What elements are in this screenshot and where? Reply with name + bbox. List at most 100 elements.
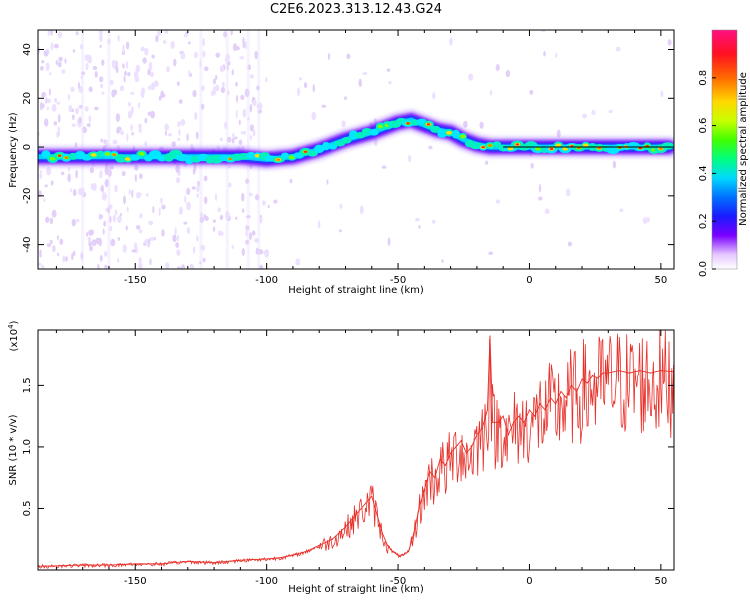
snr-point bbox=[344, 526, 347, 528]
noise-speck bbox=[166, 66, 170, 73]
noise-speck bbox=[41, 59, 45, 64]
spectrogram-ytick-label: -20 bbox=[22, 188, 33, 204]
snr-point bbox=[439, 458, 441, 460]
noise-speck bbox=[56, 235, 59, 241]
noise-speck bbox=[104, 264, 108, 269]
noise-speck bbox=[127, 102, 132, 107]
noise-speck bbox=[530, 162, 534, 169]
noise-speck bbox=[39, 172, 43, 180]
noise-speck bbox=[612, 160, 617, 169]
spectrogram-ticks: -150 -100 -50 0 50 -40 -20 0 20 40 bbox=[22, 30, 674, 286]
noise-speck bbox=[225, 53, 230, 63]
snr-point bbox=[597, 377, 599, 379]
noise-speck bbox=[199, 216, 204, 224]
noise-speck bbox=[358, 78, 362, 88]
snr-point bbox=[365, 501, 368, 503]
svg-text:(x104): (x104) bbox=[7, 320, 20, 351]
ridge-peak bbox=[64, 156, 69, 159]
noise-speck bbox=[186, 187, 191, 196]
noise-speck bbox=[72, 49, 76, 53]
ridge-blob bbox=[354, 132, 366, 139]
noise-speck bbox=[49, 217, 54, 225]
noise-speck bbox=[219, 65, 225, 73]
noise-speck bbox=[249, 232, 253, 240]
noise-speck bbox=[186, 133, 189, 142]
snr-point bbox=[428, 470, 431, 473]
noise-speck bbox=[122, 63, 125, 69]
noise-speck bbox=[92, 66, 98, 71]
colorbar-ticks: 0.0 0.2 0.4 0.6 0.8 bbox=[698, 70, 716, 277]
noise-speck bbox=[162, 39, 167, 44]
noise-speck bbox=[90, 183, 94, 190]
noise-speck bbox=[101, 192, 107, 201]
noise-speck bbox=[151, 54, 155, 59]
snr-point bbox=[471, 446, 473, 448]
snr-point bbox=[492, 421, 494, 423]
noise-speck bbox=[44, 118, 49, 127]
noise-speck bbox=[242, 108, 247, 118]
noise-speck bbox=[197, 180, 200, 187]
snr-ticks: -150 -100 -50 0 50 0.5 1.0 1.5 bbox=[22, 330, 674, 587]
noise-speck bbox=[57, 114, 61, 123]
noise-speck bbox=[43, 50, 49, 57]
noise-speck bbox=[107, 169, 112, 177]
ridge-peak bbox=[57, 154, 62, 157]
noise-speck bbox=[295, 258, 301, 266]
noise-speck bbox=[202, 257, 206, 263]
noise-speck bbox=[219, 137, 224, 142]
noise-speck bbox=[72, 188, 77, 197]
noise-speck bbox=[226, 64, 229, 71]
noise-speck bbox=[49, 239, 53, 245]
noise-speck bbox=[235, 81, 238, 87]
noise-speck bbox=[135, 191, 141, 199]
ridge-hot bbox=[90, 153, 97, 157]
noise-speck bbox=[75, 169, 78, 179]
snr-point bbox=[618, 370, 620, 372]
noise-speck bbox=[111, 59, 117, 68]
noise-speck bbox=[241, 208, 245, 213]
noise-speck bbox=[64, 256, 68, 262]
noise-speck bbox=[299, 77, 303, 81]
ridge-blob bbox=[321, 141, 331, 151]
noise-speck bbox=[192, 246, 196, 254]
spectrogram-xtick-label: -150 bbox=[124, 275, 147, 286]
noise-speck bbox=[566, 188, 571, 197]
noise-speck bbox=[82, 126, 88, 134]
noise-speck bbox=[116, 126, 122, 132]
noise-speck bbox=[144, 140, 148, 147]
noise-speck bbox=[54, 43, 59, 49]
noise-speck bbox=[130, 124, 133, 131]
noise-speck bbox=[91, 239, 97, 247]
snr-point bbox=[455, 446, 457, 448]
noise-speck bbox=[71, 123, 76, 127]
noise-speck bbox=[64, 58, 67, 64]
noise-speck bbox=[667, 39, 672, 46]
noise-speck bbox=[186, 226, 191, 235]
ridge-hot bbox=[124, 157, 131, 161]
noise-speck bbox=[81, 71, 86, 76]
ridge-hot bbox=[138, 152, 145, 156]
noise-speck bbox=[98, 30, 104, 36]
spectrogram-marks bbox=[38, 30, 674, 269]
noise-speck bbox=[231, 137, 235, 144]
noise-speck bbox=[59, 238, 64, 245]
noise-speck bbox=[254, 194, 260, 201]
noise-speck bbox=[479, 121, 484, 129]
spectrogram-ylabel: Frequency (Hz) bbox=[8, 112, 19, 188]
snr-multiplier-close: ) bbox=[9, 320, 20, 324]
noise-speck bbox=[388, 81, 392, 85]
ridge-peak bbox=[488, 144, 492, 147]
noise-speck bbox=[135, 225, 141, 230]
snr-point bbox=[602, 372, 604, 374]
noise-speck bbox=[538, 183, 542, 193]
noise-speck bbox=[225, 210, 230, 220]
noise-speck bbox=[193, 51, 198, 59]
noise-speck bbox=[53, 121, 58, 126]
noise-speck bbox=[238, 119, 241, 126]
noise-speck bbox=[254, 50, 259, 60]
noise-speck bbox=[99, 76, 104, 83]
noise-speck bbox=[488, 251, 494, 255]
noise-speck bbox=[71, 218, 77, 227]
noise-speck bbox=[138, 261, 143, 269]
spectrogram-xtick-label: 0 bbox=[526, 275, 532, 286]
